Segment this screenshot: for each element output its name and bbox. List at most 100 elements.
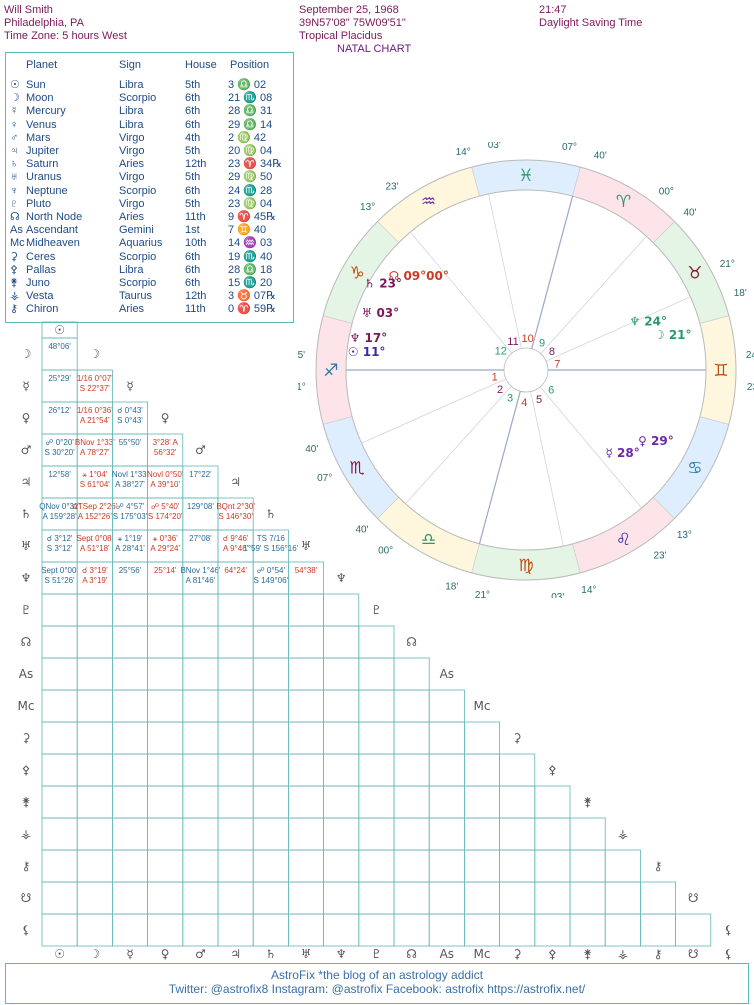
aspect-cell — [76, 721, 113, 755]
table-row: ♃ Jupiter Virgo 5th 20 ♍ 04 — [6, 145, 293, 157]
aspect-cell — [112, 657, 149, 691]
cusp-label: 21° — [720, 259, 735, 270]
aspect-cell — [217, 721, 254, 755]
aspect-cell — [112, 785, 149, 819]
aspect-cell — [463, 753, 500, 787]
row-glyph: ♃ — [21, 475, 32, 489]
aspect-cell — [217, 817, 254, 851]
aspect-cell — [428, 881, 465, 915]
aspect-value: ⚹ 1°04' — [82, 470, 108, 479]
aspect-cell — [252, 849, 289, 883]
house-cusp-line — [539, 386, 642, 509]
diagonal-glyph: ⚴ — [548, 763, 557, 777]
sign-name: Libra — [119, 105, 144, 118]
aspect-cell — [41, 689, 78, 723]
zodiac-sign-glyph: ♏ — [350, 459, 365, 479]
aspect-cell — [112, 625, 149, 659]
table-row: ♇ Pluto Virgo 5th 23 ♍ 04 — [6, 198, 293, 210]
planet-name: Mercury — [26, 105, 66, 118]
house-number: 12th — [185, 158, 207, 171]
bottom-glyph: As — [440, 947, 454, 960]
diagonal-glyph: ☿ — [126, 379, 133, 393]
table-row: As Ascendant Gemini 1st 7 ♊ 40 — [6, 224, 293, 236]
cusp-minute-label: 23' — [385, 182, 398, 193]
planet-name: Ceres — [26, 250, 56, 263]
aspect-cell — [287, 593, 324, 627]
aspect-value: ⚹ 1°19' — [117, 534, 143, 543]
aspect-cell — [182, 657, 219, 691]
sign-name: Taurus — [119, 290, 153, 303]
aspect-cell — [217, 913, 254, 947]
position-value: 28 ♎ 31 — [228, 105, 273, 118]
house-number: 11th — [185, 211, 206, 223]
planet-name: Venus — [26, 118, 57, 131]
planet-glyph: ⚵ — [10, 277, 19, 289]
position-value: 23 ♍ 04 — [228, 197, 273, 210]
row-glyph: ☊ — [21, 635, 32, 649]
position-value: 3 ♉ 07℞ — [228, 290, 277, 303]
sign-name: Scorpio — [119, 184, 157, 197]
aspect-cell — [76, 817, 113, 851]
row-glyph: ♇ — [21, 603, 32, 617]
position-value: 23 ♈ 34℞ — [228, 158, 283, 171]
aspect-value: ☍ 0°20' — [45, 438, 74, 447]
table-row: ♀ Venus Libra 6th 29 ♎ 14 — [6, 119, 293, 131]
diagonal-glyph: ⚵ — [583, 795, 592, 809]
aspect-cell — [112, 689, 149, 723]
aspect-cell — [675, 913, 712, 947]
aspect-cell — [323, 625, 360, 659]
aspect-value: Novl 1°33' — [112, 470, 149, 479]
house-number: 6th — [185, 92, 201, 105]
aspect-cell — [499, 849, 536, 883]
aspect-cell — [323, 753, 360, 787]
cusp-label: 07° — [317, 473, 332, 484]
house-cusp-line — [540, 235, 647, 354]
aspect-value: ☌ 3°19' — [82, 566, 108, 575]
aspect-cell — [287, 817, 324, 851]
aspect-value: ☍ 5°40' — [151, 502, 180, 511]
aspect-cell — [112, 721, 149, 755]
aspect-cell — [428, 689, 465, 723]
aspect-cell — [428, 913, 465, 947]
cusp-label: 00° — [378, 546, 393, 557]
aspect-orb: S 0°43' — [117, 416, 143, 425]
zodiac-sign-glyph: ♒ — [421, 192, 436, 212]
aspect-cell — [393, 753, 430, 787]
diagonal-glyph: ⚷ — [654, 859, 663, 873]
aspect-cell — [252, 689, 289, 723]
house-number: 6th — [185, 184, 201, 197]
house-number: 6th — [185, 250, 201, 263]
diagonal-glyph: As — [440, 667, 454, 681]
diagonal-glyph: ☽ — [89, 347, 100, 361]
aspect-cell — [147, 913, 184, 947]
aspect-cell — [534, 849, 571, 883]
house-number: 1 — [492, 372, 498, 384]
house-cusp-line — [531, 195, 574, 349]
cusp-minute-label: 05' — [298, 350, 305, 361]
aspect-cell — [252, 753, 289, 787]
diagonal-glyph: ♄ — [265, 507, 276, 521]
aspect-cell — [217, 849, 254, 883]
row-glyph: ⚸ — [22, 923, 31, 937]
aspect-cell — [252, 913, 289, 947]
aspect-cell — [41, 849, 78, 883]
house-number: 6th — [185, 277, 201, 289]
aspect-cell — [358, 849, 395, 883]
cusp-label: 21° — [475, 590, 490, 598]
planet-name: North Node — [26, 211, 83, 223]
planet-glyph: Mc — [10, 237, 25, 250]
planet-label: ♄ 23° — [364, 277, 402, 291]
aspect-cell — [287, 721, 324, 755]
sign-name: Scorpio — [119, 92, 157, 105]
table-row: ♂ Mars Virgo 4th 2 ♍ 42 — [6, 132, 293, 144]
aspect-value: 12°58' — [48, 470, 71, 479]
aspect-value: ☌ 0°43' — [117, 406, 143, 415]
aspect-cell — [358, 817, 395, 851]
sign-name: Libra — [119, 118, 144, 131]
planet-name: Midheaven — [26, 237, 80, 250]
house-cusp-line — [478, 391, 521, 545]
zodiac-sign-glyph: ♈ — [616, 192, 631, 212]
house-number: 5 — [536, 394, 542, 406]
aspect-orb: A 29°24' — [150, 544, 180, 553]
diagonal-glyph: ⚶ — [618, 827, 628, 841]
